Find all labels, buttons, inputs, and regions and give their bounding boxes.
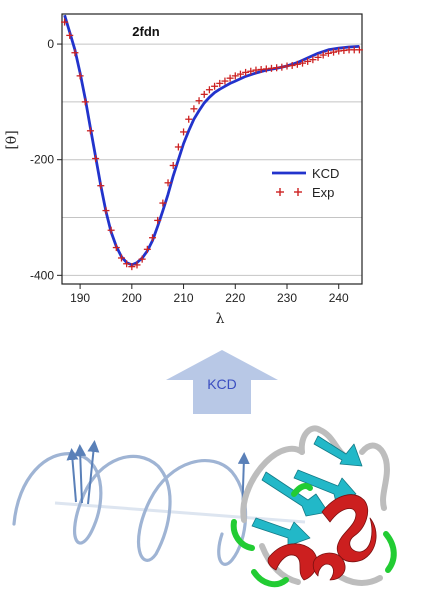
exp-marker — [87, 127, 94, 134]
kcd-up-arrow: KCD — [166, 350, 278, 414]
beta-strand — [314, 436, 362, 466]
exp-marker — [196, 97, 203, 104]
coil-segment — [362, 446, 387, 508]
alpha-helix — [322, 495, 376, 562]
x-tick-label: 190 — [70, 291, 90, 305]
y-tick-label: -200 — [30, 153, 54, 167]
alpha-helix — [268, 544, 317, 580]
up-arrow-label: KCD — [207, 376, 237, 392]
exp-marker — [82, 98, 89, 105]
x-tick-label: 230 — [277, 291, 297, 305]
turn-segment — [294, 486, 310, 494]
protein-ribbon — [234, 428, 394, 584]
exp-marker — [201, 91, 208, 98]
exp-marker — [190, 105, 197, 112]
legend-label-kcd: KCD — [312, 166, 339, 181]
alpha-helix — [313, 553, 345, 580]
y-axis-label: [θ] — [4, 130, 20, 149]
y-axis-ticks: 0 -200 -400 — [30, 37, 62, 282]
helix-axis — [55, 503, 305, 522]
exp-marker — [206, 86, 213, 93]
dipole-vector — [88, 446, 94, 504]
series-line-kcd — [65, 15, 360, 265]
exp-marker — [92, 155, 99, 162]
x-tick-label: 200 — [122, 291, 142, 305]
exp-marker — [278, 64, 285, 71]
coil-segment — [336, 574, 380, 583]
x-tick-label: 220 — [225, 291, 245, 305]
gridlines — [62, 44, 362, 275]
series-markers-exp — [61, 19, 363, 271]
cd-spectrum-chart: 190 200 210 220 230 240 0-200-400 2fdn [θ] λ … — [4, 14, 363, 327]
legend-swatch-exp — [276, 188, 302, 196]
x-axis-ticks: 190 200 210 220 230 240 — [70, 284, 349, 305]
legend: KCD Exp — [272, 166, 339, 200]
x-tick-label: 210 — [174, 291, 194, 305]
exp-marker — [102, 207, 109, 214]
chart-title: 2fdn — [132, 24, 160, 39]
dipole-vector — [72, 454, 76, 502]
x-axis-label: λ — [216, 311, 225, 327]
exp-marker — [185, 116, 192, 123]
dipole-vector — [80, 450, 82, 503]
y-tick-label: 0 — [47, 37, 54, 51]
exp-marker — [97, 182, 104, 189]
x-tick-label: 240 — [329, 291, 349, 305]
y-tick-label: -400 — [30, 268, 54, 282]
legend-label-exp: Exp — [312, 185, 334, 200]
turn-segment — [386, 534, 394, 570]
